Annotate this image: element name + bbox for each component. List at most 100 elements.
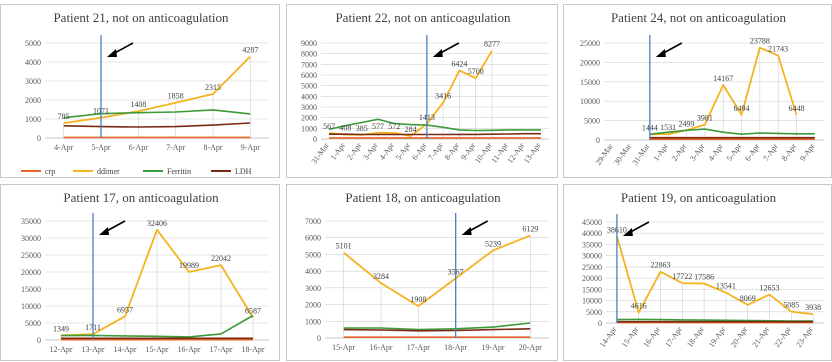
x-tick-label: 4-Apr	[378, 141, 397, 162]
x-tick-label: 6-Apr	[129, 143, 148, 152]
y-tick-label: 6000	[301, 71, 317, 80]
chart-svg-1: Patient 21, not on anticoagulation 0 1000 2…	[25, 10, 269, 152]
y-tick-label: 30000	[582, 252, 602, 261]
y-tick-label: 1000	[305, 317, 321, 326]
legend-label: ddimer	[97, 167, 120, 176]
y-tick-label: 8000	[301, 50, 317, 59]
y-tick-label: 5000	[301, 82, 317, 91]
x-tick-label: 1-Apr	[329, 141, 348, 162]
x-tick-label: 19-Apr	[707, 325, 728, 349]
y-tick-label: 0	[313, 135, 317, 144]
x-tick-label: 2-Apr	[670, 142, 689, 163]
data-label: 1908	[410, 295, 426, 304]
series-line-ddimer	[616, 236, 814, 316]
data-label: 6448	[789, 104, 805, 113]
data-label: 17586	[694, 273, 714, 282]
chart-title: Patient 24, not on anticoagulation	[611, 10, 787, 25]
y-tick-label: 5000	[586, 308, 602, 317]
x-tick-label: 18-Apr	[241, 345, 264, 354]
arrow-head	[432, 49, 443, 57]
series-line-ferritin	[328, 118, 541, 132]
data-label: 1349	[53, 324, 69, 333]
data-label: 1531	[660, 123, 676, 132]
x-tick-label: 16-Apr	[369, 343, 392, 352]
x-tick-label: 2-Apr	[345, 141, 364, 162]
x-tick-label: 4-Apr	[54, 143, 73, 152]
y-tick-label: 35000	[582, 240, 602, 249]
x-tick-label: 16-Apr	[642, 325, 663, 349]
data-label: 1858	[168, 92, 184, 101]
x-tick-label: 5-Apr	[725, 142, 744, 163]
y-tick-label: 20000	[582, 274, 602, 283]
x-tick-label: 13-Apr	[81, 345, 104, 354]
data-label: 17722	[672, 272, 692, 281]
y-tick-label: 2000	[305, 301, 321, 310]
x-tick-label: 9-Apr	[241, 143, 260, 152]
y-tick-label: 5000	[25, 39, 41, 48]
y-tick-label: 9000	[301, 39, 317, 48]
legend: crp ddimer Ferritin LDH	[1, 164, 281, 180]
chart-svg-2: Patient 22, not on anticoagulation010002…	[301, 10, 549, 166]
data-label: 22042	[211, 254, 231, 263]
y-tick-label: 20000	[580, 58, 600, 67]
data-label: 5700	[468, 67, 484, 76]
data-label: 6587	[245, 307, 261, 316]
series-line-ddimer	[329, 50, 493, 137]
x-tick-label: 5-Apr	[394, 141, 413, 162]
legend-label: Ferritin	[167, 167, 191, 176]
x-tick-label: 15-Apr	[620, 325, 641, 349]
y-tick-label: 10000	[582, 297, 602, 306]
data-label: 5239	[485, 239, 501, 248]
x-tick-label: 31-Mar	[630, 142, 651, 167]
series-line-ferritin	[343, 322, 531, 331]
data-label: 2499	[679, 119, 695, 128]
y-tick-label: 3000	[305, 284, 321, 293]
series-line-ldh	[343, 328, 531, 332]
x-tick-label: 7-Apr	[166, 143, 185, 152]
y-tick-label: 20000	[21, 268, 41, 277]
data-label: 5085	[783, 301, 799, 310]
chart-svg-6: Patient 19, on anticoagulation 0 5000 10000…	[582, 190, 824, 349]
data-label: 5101	[336, 242, 352, 251]
y-tick-label: 0	[37, 134, 41, 143]
data-label: 6129	[522, 225, 538, 234]
chart-panel-4: Patient 17, on anticoagulation 0 5000 10000…	[0, 184, 280, 361]
data-label: 13541	[716, 282, 736, 291]
x-tick-label: 14-Apr	[113, 345, 136, 354]
y-tick-label: 15000	[21, 285, 41, 294]
x-tick-label: 22-Apr	[772, 325, 793, 349]
y-tick-label: 4000	[301, 92, 317, 101]
data-label: 4287	[242, 46, 258, 55]
y-tick-label: 1000	[301, 124, 317, 133]
y-tick-label: 0	[37, 336, 41, 345]
y-tick-label: 40000	[582, 229, 602, 238]
data-label: 6494	[734, 104, 750, 113]
x-tick-label: 8-Apr	[780, 142, 799, 163]
data-label: 12653	[760, 284, 780, 293]
chart-title: Patient 19, on anticoagulation	[621, 190, 777, 205]
y-tick-label: 15000	[582, 285, 602, 294]
x-tick-label: 17-Apr	[209, 345, 232, 354]
x-tick-label: 16-Apr	[177, 345, 200, 354]
data-label: 1408	[130, 100, 146, 109]
y-tick-label: 3000	[25, 77, 41, 86]
data-label: 577	[372, 122, 384, 131]
x-tick-label: 3-Apr	[688, 142, 707, 163]
y-tick-label: 0	[596, 136, 600, 145]
x-tick-label: 5-Apr	[91, 143, 110, 152]
y-tick-label: 25000	[582, 263, 602, 272]
data-label: 23788	[750, 37, 770, 46]
x-tick-label: 15-Apr	[332, 343, 355, 352]
y-tick-label: 0	[317, 334, 321, 343]
y-tick-label: 45000	[582, 218, 602, 227]
data-label: 408	[339, 124, 351, 133]
y-tick-label: 5000	[305, 250, 321, 259]
x-tick-label: 29-Mar	[594, 142, 615, 167]
x-tick-label: 31-Mar	[310, 141, 331, 166]
y-tick-label: 5000	[25, 319, 41, 328]
x-tick-label: 21-Apr	[751, 325, 772, 349]
x-tick-label: 7-Apr	[761, 142, 780, 163]
chart-panel-2: Patient 22, not on anticoagulation 0 1000 2…	[286, 4, 558, 178]
chart-title: Patient 18, on anticoagulation	[345, 190, 501, 205]
series-line-ddimer	[63, 55, 251, 124]
